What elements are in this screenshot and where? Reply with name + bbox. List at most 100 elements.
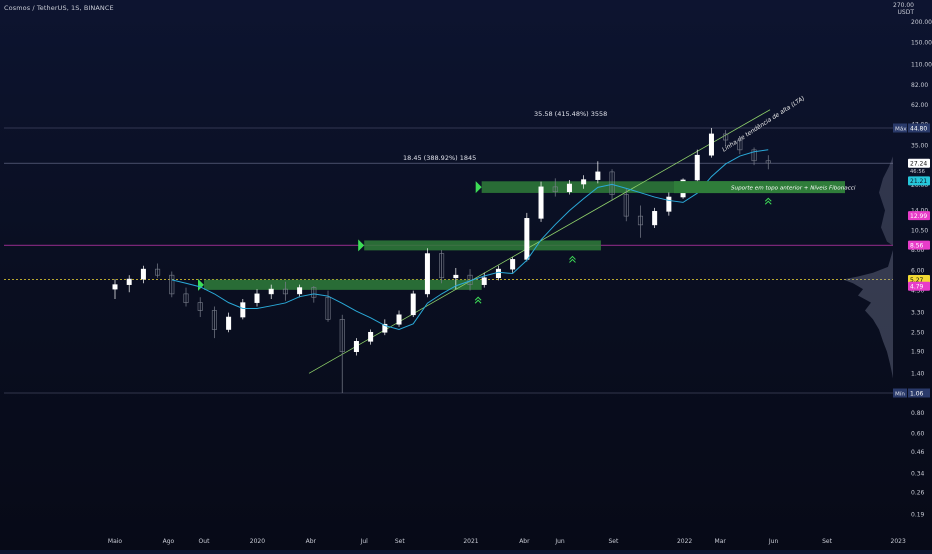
candle-body — [368, 331, 374, 342]
y-tick-label: 62.00 — [911, 102, 928, 109]
x-tick-label: Set — [608, 538, 619, 545]
y-tick-label: 10.50 — [911, 228, 928, 235]
price-tag-yellow — [908, 274, 930, 284]
countdown-label: 46:56 — [910, 169, 925, 175]
candle-body — [240, 302, 246, 318]
candle-body — [495, 268, 501, 279]
y-tick-label: 0.19 — [911, 512, 925, 519]
y-tick-label: 3.30 — [911, 310, 925, 317]
price-tag-label: 21.21 — [910, 178, 927, 185]
bounce-arrow-1 — [569, 255, 576, 263]
x-tick-label: 2022 — [677, 538, 692, 545]
y-tick-label: 4.50 — [911, 288, 925, 295]
candle-body — [751, 149, 757, 162]
candle-body — [524, 218, 530, 260]
x-tick-label: Mar — [715, 538, 727, 545]
candle-body — [254, 293, 260, 303]
candle-body — [211, 310, 217, 330]
y-tick-label: 0.80 — [911, 410, 925, 417]
y-tick-label: 6.00 — [911, 267, 925, 274]
y-tick-label: 0.46 — [911, 449, 925, 456]
zone-flag-1 — [358, 239, 365, 252]
price-tag-label: 5.27 — [910, 277, 924, 284]
candle-body — [339, 319, 345, 352]
x-tick-label: Jul — [360, 538, 369, 545]
candle-body — [439, 253, 445, 279]
y-tick-label: 35.00 — [911, 142, 928, 149]
volume-profile-upper — [879, 156, 893, 246]
y-tick-label: 82.00 — [911, 82, 928, 89]
min-tag-label: Mín — [895, 390, 905, 397]
moving-average-line — [171, 149, 769, 331]
max-tag-bg — [893, 123, 907, 133]
y-tick-label: 14.00 — [911, 207, 928, 214]
candle-body — [112, 284, 118, 290]
support-zone-0 — [204, 279, 482, 290]
symbol-title: Cosmos / TetherUS, 1S, BINANCE — [4, 4, 114, 12]
y-tick-label: 0.34 — [911, 470, 925, 477]
y-tick-label: 110.00 — [911, 61, 932, 68]
price-tag-cyan — [908, 176, 930, 186]
x-tick-label: Jun — [768, 538, 779, 545]
candle-body — [581, 179, 587, 185]
candle-body — [197, 302, 203, 311]
y-tick-label: 1.90 — [911, 349, 925, 356]
x-tick-label: Set — [822, 538, 833, 545]
support-label: Suporte em topo anterior + Níveis Fibona… — [731, 184, 856, 191]
x-tick-label: Abr — [519, 538, 530, 545]
price-top-label: 270.00 — [893, 2, 914, 9]
support-zone-2 — [481, 181, 772, 193]
max-value-label: 44.80 — [910, 125, 927, 132]
candle-body — [382, 323, 388, 333]
candle-body — [652, 211, 658, 226]
candle-body — [155, 268, 161, 276]
y-tick-label: 2.50 — [911, 329, 925, 336]
candle-body — [737, 139, 743, 151]
candle-body — [637, 215, 643, 226]
price-tag-label: 8.56 — [910, 242, 924, 249]
bounce-arrow-0 — [474, 296, 482, 304]
candle-body — [723, 133, 729, 141]
candle-body — [183, 293, 189, 303]
min-value-label: 1.06 — [910, 390, 924, 397]
candle-body — [424, 253, 430, 295]
price-tag-label: 27.24 — [910, 161, 927, 168]
candle-body — [410, 293, 416, 316]
x-tick-label: Set — [395, 538, 406, 545]
candle-body — [552, 186, 558, 193]
candle-body — [353, 341, 359, 352]
price-tag-magenta — [908, 211, 930, 221]
candle-body — [666, 196, 672, 212]
bounce-arrow-2 — [764, 197, 772, 205]
volume-profile — [843, 249, 893, 379]
measure-big-label: 35.58 (415.48%) 3558 — [534, 110, 607, 118]
x-tick-label: 2020 — [250, 538, 265, 545]
candle-body — [126, 278, 132, 285]
zone-flag-2 — [475, 181, 482, 194]
max-value-bg — [908, 123, 930, 133]
candle-body — [694, 154, 700, 181]
x-tick-label: Maio — [108, 538, 123, 545]
y-tick-label: 200.00 — [911, 19, 932, 26]
candle-body — [510, 259, 516, 270]
y-tick-label: 0.26 — [911, 489, 925, 496]
candle-body — [765, 160, 771, 164]
price-tag-magenta — [908, 240, 930, 250]
candle-body — [140, 268, 146, 280]
min-tag-bg — [893, 388, 907, 398]
support-label-bg — [674, 181, 845, 194]
measure-mid-label: 18.45 (388.92%) 1845 — [403, 154, 476, 162]
price-tag-label: 4.79 — [910, 284, 924, 291]
y-tick-label: 0.60 — [911, 430, 925, 437]
candle-body — [396, 314, 402, 325]
candle-body — [325, 296, 331, 320]
min-value-bg — [908, 388, 930, 398]
candle-body — [708, 133, 714, 156]
candle-body — [566, 183, 572, 193]
y-tick-label: 1.40 — [911, 370, 925, 377]
candle-body — [169, 274, 175, 295]
price-tag-white — [908, 158, 930, 168]
candle-body — [623, 194, 629, 217]
